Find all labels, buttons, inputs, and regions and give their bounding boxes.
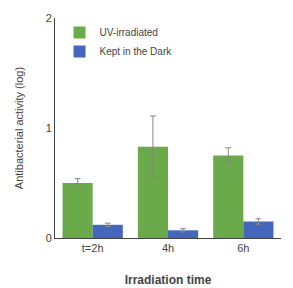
svg-text:Antibacterial activity (log): Antibacterial activity (log) bbox=[13, 67, 25, 189]
svg-text:0: 0 bbox=[46, 232, 52, 244]
svg-text:Kept in the Dark: Kept in the Dark bbox=[100, 46, 173, 57]
svg-text:2: 2 bbox=[46, 12, 52, 24]
svg-text:t=2h: t=2h bbox=[82, 242, 104, 254]
svg-text:UV-irradiated: UV-irradiated bbox=[100, 27, 158, 38]
svg-text:6h: 6h bbox=[237, 242, 249, 254]
svg-text:Irradiation time: Irradiation time bbox=[125, 273, 212, 287]
svg-text:1: 1 bbox=[46, 122, 52, 134]
svg-text:4h: 4h bbox=[162, 242, 174, 254]
